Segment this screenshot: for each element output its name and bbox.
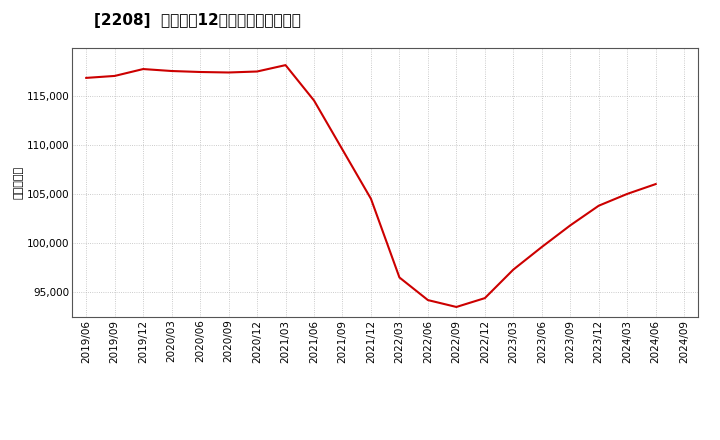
Text: [2208]  売上高の12か月移動合計の推移: [2208] 売上高の12か月移動合計の推移	[94, 13, 300, 28]
Y-axis label: （百万円）: （百万円）	[14, 166, 24, 199]
